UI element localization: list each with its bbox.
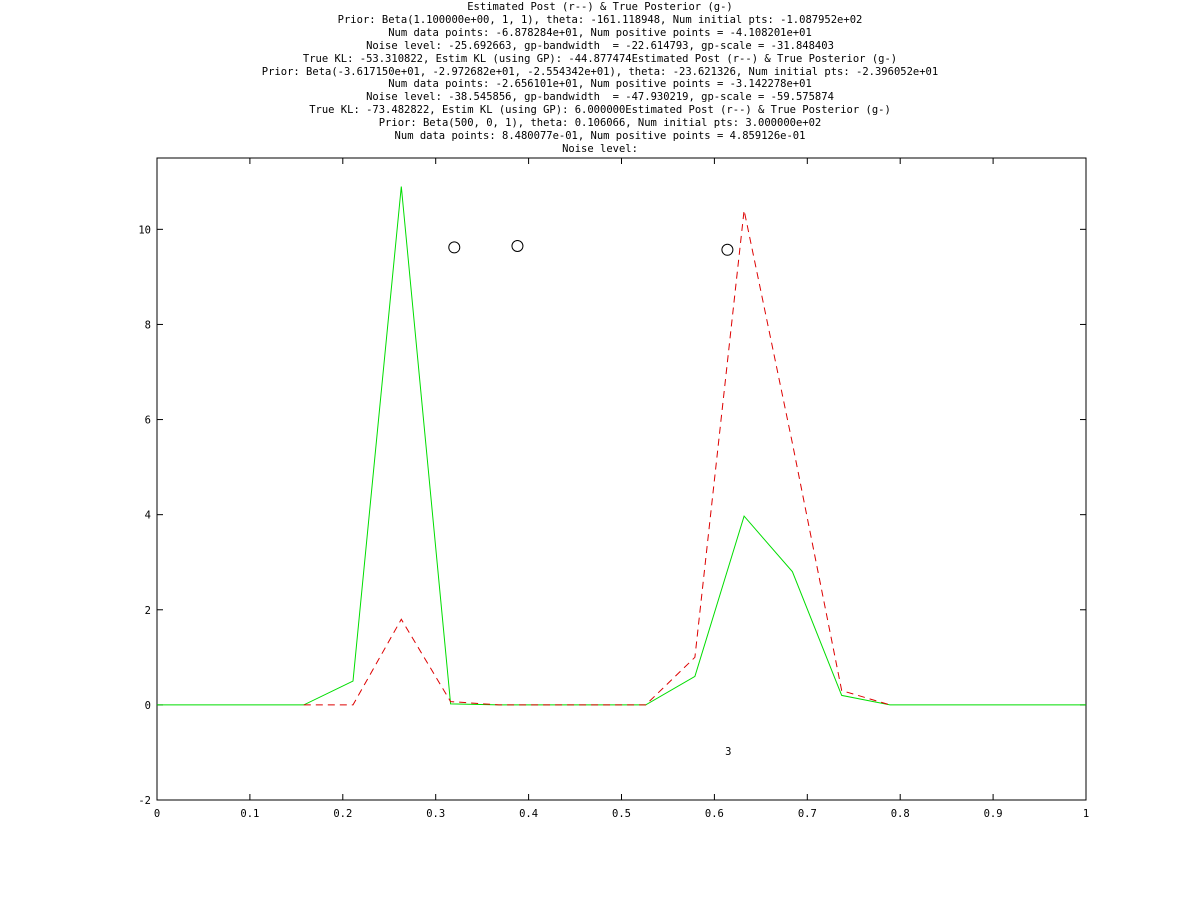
title-line: Estimated Post (r--) & True Posterior (g… [467, 1, 733, 13]
data-point-marker [448, 241, 461, 254]
x-tick-label: 0.3 [426, 808, 445, 820]
x-tick-label: 1 [1083, 808, 1089, 820]
x-tick-label: 0.4 [519, 808, 538, 820]
y-tick-label: -2 [138, 795, 151, 807]
title-line: Prior: Beta(1.100000e+00, 1, 1), theta: … [337, 13, 863, 26]
y-tick-label: 2 [145, 605, 151, 617]
title-line: True KL: -53.310822, Estim KL (using GP)… [302, 52, 898, 65]
estimated-posterior-line [303, 210, 891, 706]
y-tick-label: 8 [145, 319, 151, 331]
title-line: Prior: Beta(-3.617150e+01, -2.972682e+01… [261, 65, 939, 78]
true-posterior-line [157, 186, 1086, 706]
chart-title: Estimated Post (r--) & True Posterior (g… [0, 1, 1200, 156]
data-point-marker [721, 243, 734, 256]
x-tick-label: 0.7 [798, 808, 817, 820]
axis-ticks [156, 158, 1087, 801]
x-tick-label: 0.2 [333, 808, 352, 820]
x-tick-label: 0.8 [891, 808, 910, 820]
x-tick-label: 0.9 [984, 808, 1003, 820]
title-line: Noise level: -25.692663, gp-bandwidth = … [366, 39, 834, 52]
title-line: Noise level: [562, 142, 638, 155]
title-line: Num data points: -2.656101e+01, Num posi… [388, 78, 812, 91]
y-tick-label: 0 [145, 700, 151, 712]
title-line: Num data points: -6.878284e+01, Num posi… [388, 26, 812, 39]
y-tick-label: 6 [145, 415, 151, 427]
annotation-label: 3 [725, 746, 731, 758]
plot-frame [156, 157, 1087, 801]
title-line: True KL: -73.482822, Estim KL (using GP)… [309, 104, 891, 117]
title-line: Num data points: 8.480077e-01, Num posit… [394, 130, 806, 143]
x-tick-label: 0.5 [612, 808, 631, 820]
y-tick-label: 10 [138, 224, 151, 236]
markers [448, 239, 734, 256]
x-tick-label: 0.6 [705, 808, 724, 820]
x-tick-label: 0 [154, 808, 160, 820]
y-tick-label: 4 [145, 510, 151, 522]
title-line: Prior: Beta(500, 0, 1), theta: 0.106066,… [378, 117, 822, 130]
title-line: Noise level: -38.545856, gp-bandwidth = … [366, 91, 834, 104]
x-tick-label: 0.1 [240, 808, 259, 820]
data-point-marker [511, 239, 524, 252]
series-lines [157, 186, 1086, 706]
